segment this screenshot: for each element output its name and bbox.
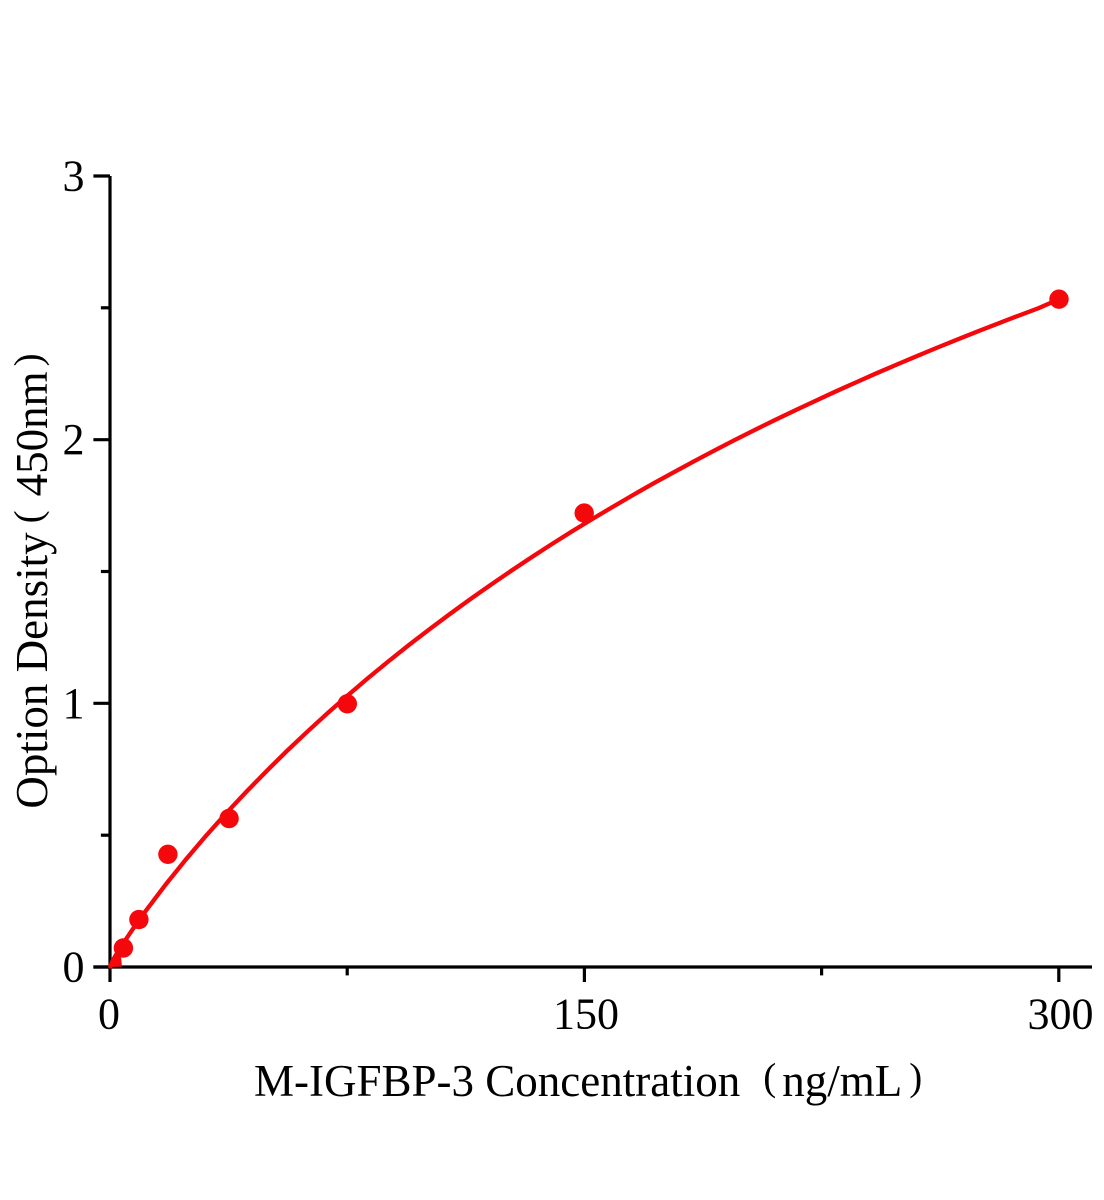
svg-text:Option Density(450nm): Option Density(450nm) <box>7 353 57 808</box>
svg-text:150: 150 <box>553 990 619 1039</box>
svg-text:300: 300 <box>1028 990 1094 1039</box>
svg-text:0: 0 <box>98 990 120 1039</box>
svg-text:2: 2 <box>63 415 85 464</box>
svg-text:0: 0 <box>63 943 85 992</box>
svg-text:M-IGFBP-3 Concentration(ng/mL): M-IGFBP-3 Concentration(ng/mL) <box>254 1056 922 1106</box>
svg-text:1: 1 <box>63 679 85 728</box>
svg-text:3: 3 <box>63 152 85 201</box>
